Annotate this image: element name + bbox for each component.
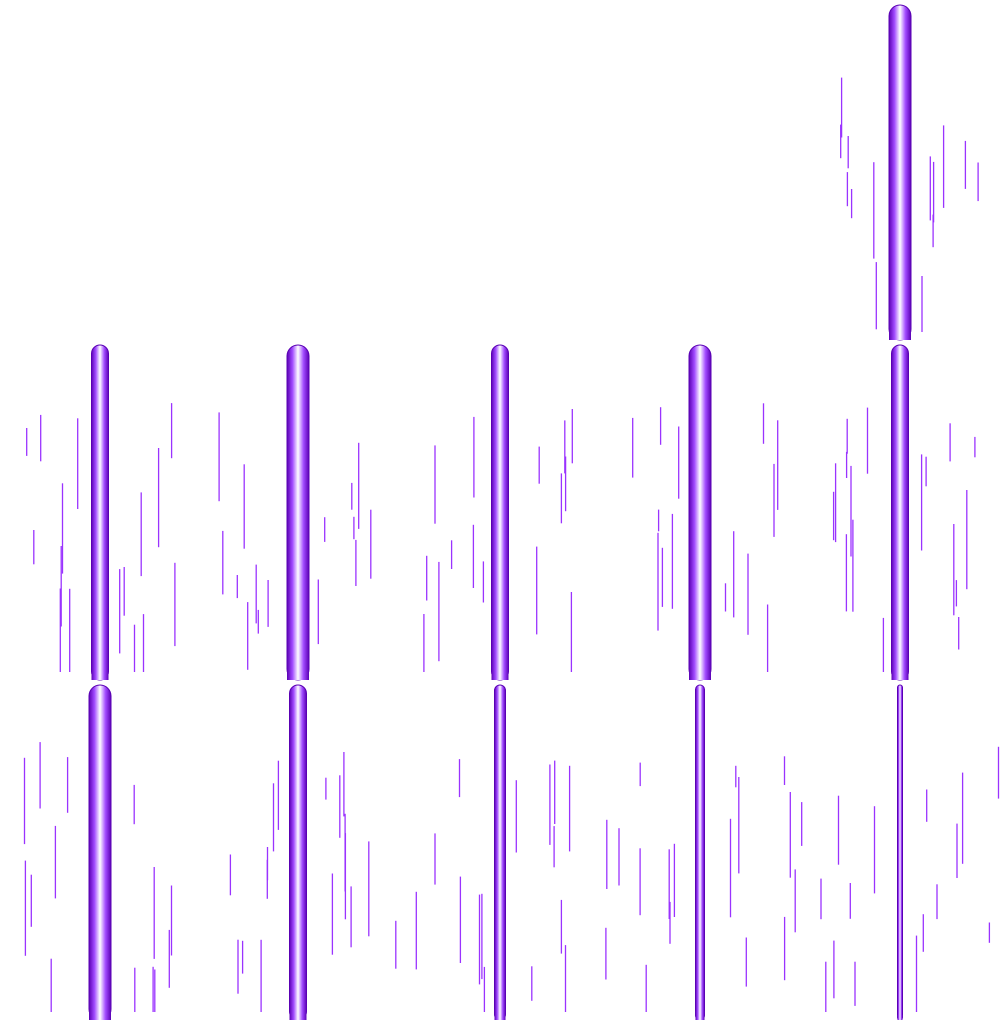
laser-beam: [289, 684, 307, 1020]
beam-frame-r1c2: [423, 344, 573, 681]
beam-frame-r1c4: [832, 344, 976, 681]
laser-beam-tail: [91, 663, 109, 680]
laser-beam-tail: [287, 658, 309, 680]
beam-frame-r2c4: [801, 684, 1000, 1020]
laser-beam-tail: [891, 663, 909, 680]
beam-frame-r0c4: [840, 4, 979, 341]
laser-beam-tail: [89, 998, 111, 1020]
laser-beam-tail: [494, 1009, 506, 1020]
beam-frame-r2c1: [229, 684, 370, 1020]
laser-beam-tail: [695, 1011, 705, 1020]
laser-beam: [88, 684, 112, 1020]
laser-beam: [695, 684, 705, 1020]
laser-beam-tail: [689, 658, 711, 680]
laser-beam-tail: [897, 1015, 903, 1020]
beam-frame-r2c0: [23, 684, 173, 1020]
laser-beam: [286, 344, 310, 681]
beam-frame-r2c2: [395, 684, 571, 1020]
laser-beam: [491, 344, 509, 681]
laser-beam: [91, 344, 109, 681]
laser-beam: [494, 684, 506, 1020]
beam-frame-r1c1: [218, 344, 372, 681]
laser-beam: [888, 4, 912, 341]
laser-beam-tail: [491, 663, 509, 680]
laser-beam-tail: [889, 318, 911, 340]
laser-beam: [891, 344, 909, 681]
beam-frame-r1c0: [26, 344, 176, 681]
laser-beam: [897, 684, 903, 1020]
beam-frame-r1c3: [632, 344, 779, 681]
laser-beam-tail: [289, 1003, 307, 1020]
beam-frame-r2c3: [605, 684, 796, 1020]
laser-beam: [688, 344, 712, 681]
